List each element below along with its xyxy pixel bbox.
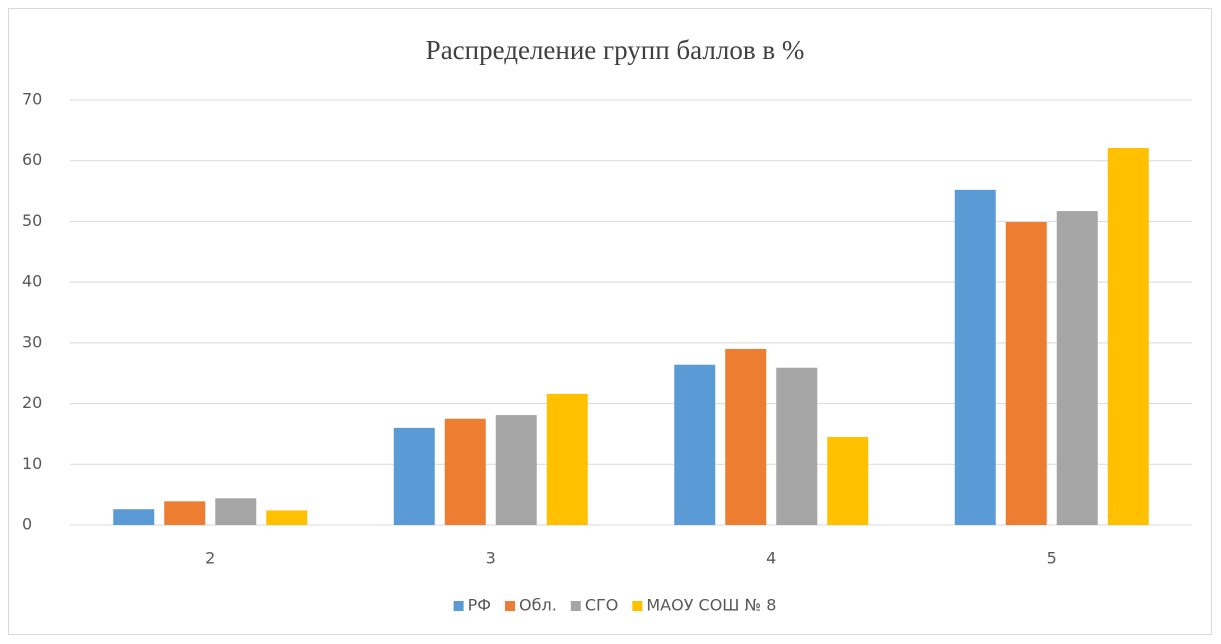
y-tick-label: 60 [22, 150, 42, 169]
x-tick-label: 4 [766, 549, 776, 568]
legend-label: СГО [585, 596, 619, 615]
bar [393, 427, 435, 525]
bar [113, 509, 155, 525]
legend-label: Обл. [519, 596, 557, 615]
bar [674, 364, 716, 525]
bar [164, 501, 206, 525]
y-tick-label: 70 [22, 90, 42, 109]
bar [827, 436, 869, 525]
y-tick-label: 0 [22, 515, 32, 534]
bar [266, 510, 308, 525]
legend-swatch [632, 601, 643, 611]
y-tick-label: 30 [22, 332, 42, 351]
legend-swatch [570, 601, 581, 611]
x-tick-label: 3 [486, 549, 496, 568]
chart-title: Распределение групп баллов в % [426, 35, 805, 65]
bar [725, 348, 767, 525]
y-tick-label: 50 [22, 211, 42, 230]
bar [1107, 147, 1149, 525]
y-tick-label: 20 [22, 393, 42, 412]
bar [215, 498, 257, 525]
bar [1005, 222, 1047, 526]
y-tick-label: 40 [22, 272, 42, 291]
bar [776, 367, 818, 525]
bar [495, 415, 537, 525]
bar [546, 393, 588, 525]
legend-label: МАОУ СОШ № 8 [646, 596, 776, 615]
bar [954, 189, 996, 525]
legend-swatch [505, 601, 516, 611]
y-tick-label: 10 [22, 454, 42, 473]
x-tick-label: 2 [205, 549, 215, 568]
legend-label: РФ [468, 596, 491, 615]
x-tick-label: 5 [1047, 549, 1057, 568]
legend-swatch [453, 601, 464, 611]
bar [1056, 211, 1098, 525]
bar [444, 418, 486, 525]
